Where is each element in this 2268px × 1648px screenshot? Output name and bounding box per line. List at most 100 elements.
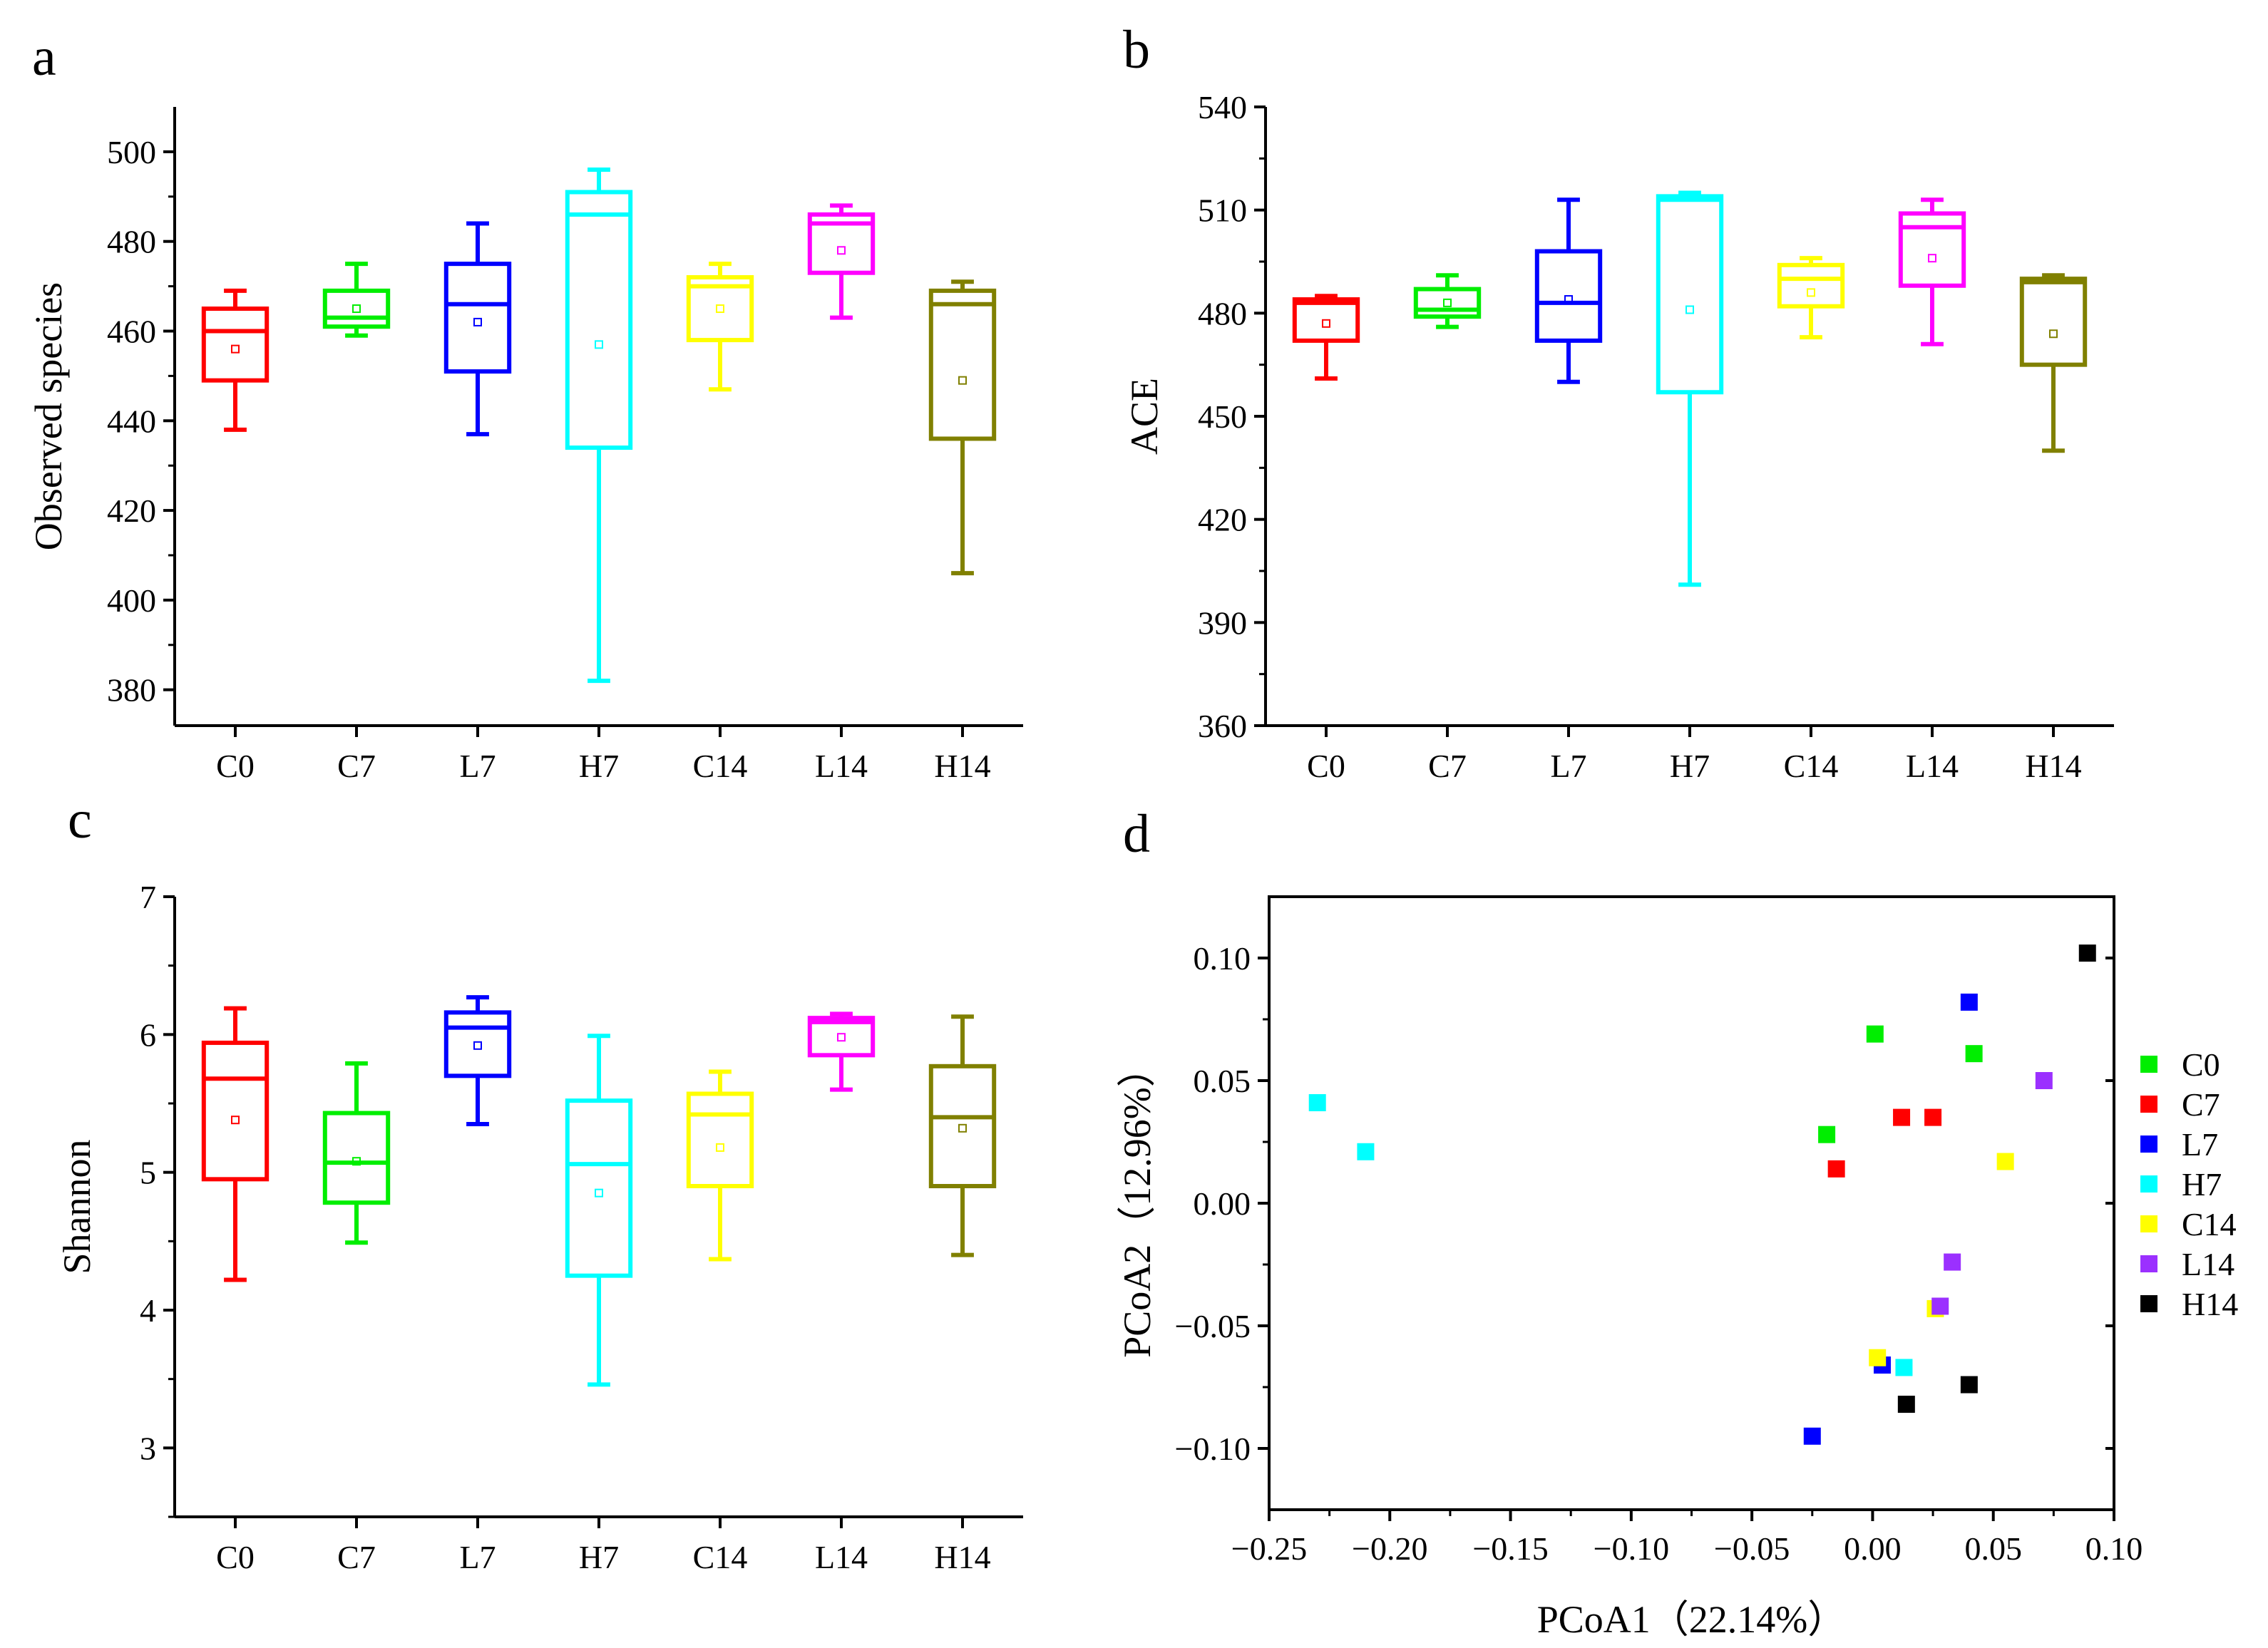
box-H7 (565, 1034, 633, 1387)
x-axis-label: PCoA1（22.14%） (1537, 1598, 1847, 1641)
box-L7 (1534, 197, 1603, 384)
box-body (322, 288, 391, 329)
mean-marker (231, 344, 240, 354)
box-L7 (443, 995, 512, 1126)
x-tick-label: H7 (579, 748, 619, 784)
y-tick-label: 510 (1198, 192, 1247, 229)
x-tick-label: L7 (459, 748, 496, 784)
mean-marker (352, 304, 361, 314)
y-tick-label: 420 (107, 493, 156, 529)
legend-swatch-C7 (2140, 1096, 2157, 1113)
point-C0 (1965, 1045, 1983, 1063)
y-tick-label: 0.00 (1194, 1185, 1251, 1222)
y-axis-label: Observed species (27, 282, 70, 550)
box-body (928, 288, 997, 441)
box-H7 (1656, 190, 1724, 587)
legend-label-L14: L14 (2182, 1246, 2234, 1282)
mean-marker (837, 246, 846, 255)
y-tick-label: 500 (107, 134, 156, 170)
mean-marker (473, 317, 482, 326)
y-tick-label: 390 (1198, 604, 1247, 641)
legend-label-H7: H7 (2182, 1166, 2222, 1202)
mean-marker (1928, 254, 1936, 263)
box-C14 (686, 1069, 754, 1262)
point-H14 (1897, 1396, 1915, 1413)
series-L14 (1931, 1072, 2053, 1315)
box-C7 (322, 1061, 391, 1245)
box-body (1777, 262, 1845, 309)
y-axis-label: Shannon (56, 1140, 98, 1274)
mean-marker (473, 1041, 482, 1050)
y-tick-label: 0.05 (1194, 1063, 1251, 1099)
mean-marker (958, 1123, 967, 1133)
x-tick-label: C0 (216, 1539, 255, 1575)
x-tick-label: −0.10 (1594, 1530, 1669, 1567)
y-tick-label: 440 (107, 403, 156, 439)
x-tick-label: H7 (1670, 748, 1710, 784)
x-tick-label: H14 (934, 1539, 990, 1575)
point-C0 (1866, 1025, 1884, 1043)
x-tick-label: C14 (693, 1539, 748, 1575)
y-tick-label: 540 (1198, 89, 1247, 125)
mean-marker (1807, 288, 1815, 297)
x-tick-label: 0.05 (1964, 1530, 2022, 1567)
box-C7 (322, 262, 391, 338)
legend-swatch-C14 (2140, 1215, 2157, 1232)
mean-marker (595, 340, 603, 349)
series-H14 (1897, 944, 2096, 1413)
box-C14 (1777, 256, 1845, 340)
series-C14 (1869, 1153, 2014, 1366)
point-L7 (1960, 993, 1978, 1011)
panel-b: b 360 390 420 450 480 510 540 C0 C7 L7 H7 C14 L14 H14… (1123, 20, 2114, 784)
x-tick-label: L14 (1906, 748, 1959, 784)
y-tick-label: 360 (1198, 708, 1247, 744)
box-body (2019, 277, 2088, 367)
box-body (565, 1098, 633, 1278)
y-tick-label: 480 (1198, 295, 1247, 331)
y-tick-label: −0.05 (1175, 1308, 1251, 1344)
panel-d: d −0.10 −0.05 0.00 0.05 0.10 −0.25 −0.20 −0.15 −… (1116, 804, 2238, 1641)
point-H14 (1960, 1376, 1978, 1394)
box-body (565, 190, 633, 450)
box-L14 (807, 1011, 876, 1092)
box-body (1656, 194, 1724, 395)
x-tick-label: C14 (693, 748, 748, 784)
box-C7 (1413, 273, 1482, 329)
mean-marker (1443, 298, 1452, 307)
box-body (928, 1064, 997, 1189)
series-H7 (1308, 1093, 1913, 1376)
x-tick-label: C7 (1428, 748, 1467, 784)
y-tick-label: 480 (107, 224, 156, 260)
legend-swatch-L7 (2140, 1135, 2157, 1153)
point-C14 (1869, 1349, 1887, 1366)
legend-swatch-H14 (2140, 1295, 2157, 1312)
point-H7 (1308, 1093, 1326, 1111)
mean-marker (716, 304, 724, 314)
mean-marker (1685, 305, 1694, 314)
x-tick-label: C0 (1307, 748, 1345, 784)
x-tick-label: 0.00 (1844, 1530, 1902, 1567)
point-C7 (1827, 1160, 1845, 1178)
x-tick-label: H7 (579, 1539, 619, 1575)
point-L7 (1803, 1427, 1821, 1445)
legend-label-C14: C14 (2182, 1206, 2237, 1242)
panel-letter-b: b (1123, 20, 1150, 80)
series-C0 (1818, 1025, 1983, 1143)
box-L7 (443, 221, 512, 437)
legend-label-H14: H14 (2182, 1286, 2238, 1322)
box-C0 (1292, 294, 1360, 381)
box-body (443, 1010, 512, 1078)
point-L14 (2035, 1072, 2053, 1089)
x-tick-label: L14 (815, 748, 868, 784)
y-tick-label: 0.10 (1194, 940, 1251, 977)
box-L14 (807, 203, 876, 320)
point-H7 (1357, 1143, 1375, 1160)
y-tick-label: 460 (107, 313, 156, 349)
box-body (322, 1111, 391, 1205)
mean-marker (1322, 319, 1330, 328)
point-L14 (1944, 1253, 1961, 1271)
box-body (686, 275, 754, 343)
point-C14 (1996, 1153, 2014, 1170)
x-tick-label: −0.20 (1352, 1530, 1427, 1567)
box-body (1292, 297, 1360, 343)
